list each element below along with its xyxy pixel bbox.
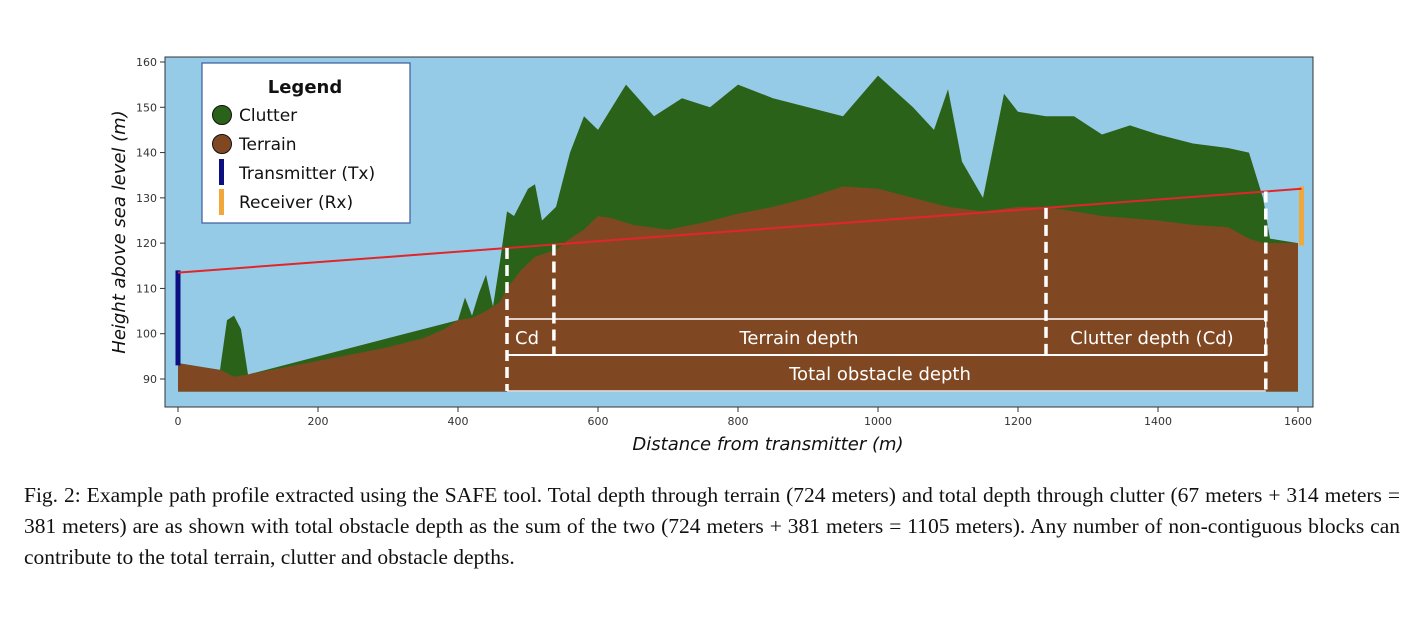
x-axis-title: Distance from transmitter (m) <box>632 434 903 455</box>
y-tick-label: 150 <box>136 101 157 114</box>
legend-label-terrain: Terrain <box>238 135 297 155</box>
y-tick-label: 120 <box>136 237 157 250</box>
line-of-sight <box>177 187 1302 274</box>
y-tick-label: 160 <box>136 56 157 69</box>
legend-title: Legend <box>268 77 342 98</box>
figure-caption: Fig. 2: Example path profile extracted u… <box>24 483 1400 569</box>
y-axis-ticks: 90 100 110 120 130 140 150 160 <box>136 56 165 386</box>
x-tick-label: 400 <box>448 415 469 428</box>
terrain-shape <box>178 186 1298 392</box>
terrain-legend-icon <box>212 134 232 154</box>
terrain-area <box>178 186 1298 392</box>
receiver-legend-icon <box>219 189 224 215</box>
x-axis-ticks: 0 200 400 600 800 1000 1200 1400 1600 <box>175 407 1312 428</box>
clutter-depth-label: Clutter depth (Cd) <box>1070 328 1233 349</box>
legend-label-transmitter: Transmitter (Tx) <box>238 164 375 184</box>
y-tick-label: 140 <box>136 147 157 160</box>
x-tick-label: 600 <box>588 415 609 428</box>
x-tick-label: 1200 <box>1004 415 1032 428</box>
y-tick-label: 110 <box>136 282 157 295</box>
y-axis-title: Height above sea level (m) <box>109 110 130 353</box>
legend: Legend Clutter Terrain Transmitter (Tx) … <box>201 62 411 224</box>
y-tick-label: 100 <box>136 328 157 341</box>
terrain-depth-label: Terrain depth <box>738 328 858 349</box>
x-tick-label: 0 <box>175 415 182 428</box>
x-tick-label: 1600 <box>1284 415 1312 428</box>
plot-frame <box>164 56 1314 408</box>
path-profile-figure: Cd Terrain depth Clutter depth (Cd) Tota… <box>109 56 1314 455</box>
cd-short-label: Cd <box>515 328 539 349</box>
clutter-legend-icon <box>212 105 232 125</box>
y-tick-label: 130 <box>136 192 157 205</box>
x-tick-label: 1400 <box>1144 415 1172 428</box>
path-profile-chart: Cd Terrain depth Clutter depth (Cd) Tota… <box>109 56 1314 455</box>
legend-label-receiver: Receiver (Rx) <box>239 193 353 213</box>
depth-annotations: Cd Terrain depth Clutter depth (Cd) Tota… <box>505 191 1268 392</box>
x-tick-label: 800 <box>728 415 749 428</box>
x-tick-label: 1000 <box>864 415 892 428</box>
x-tick-label: 200 <box>308 415 329 428</box>
total-obstacle-depth-label: Total obstacle depth <box>788 364 971 385</box>
legend-label-clutter: Clutter <box>239 106 297 126</box>
legend-box <box>201 62 411 224</box>
transmitter-legend-icon <box>219 159 224 185</box>
y-tick-label: 90 <box>143 373 157 386</box>
